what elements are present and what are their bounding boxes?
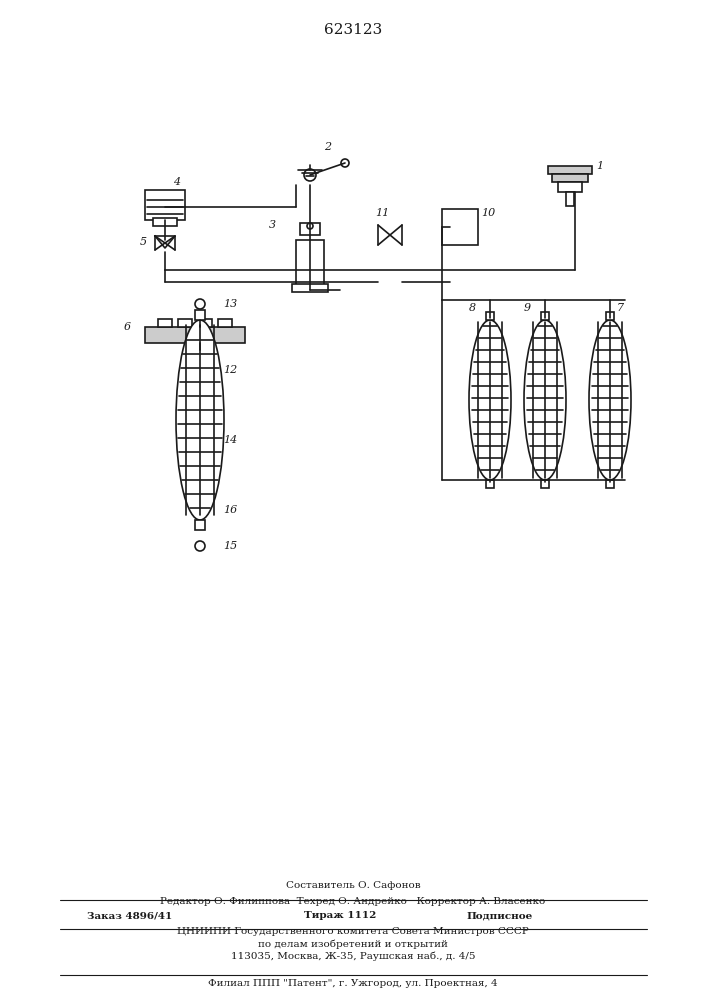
Circle shape [195, 541, 205, 551]
Text: 7: 7 [617, 303, 624, 313]
Bar [198, 319, 212, 327]
Text: 2: 2 [325, 142, 332, 152]
Bar [178, 319, 192, 327]
Text: Филиал ППП "Патент", г. Ужгород, ул. Проектная, 4: Филиал ППП "Патент", г. Ужгород, ул. Про… [208, 980, 498, 988]
Text: 9: 9 [523, 303, 530, 313]
Bar [145, 327, 245, 343]
Text: 6: 6 [124, 322, 131, 332]
Bar [158, 319, 172, 327]
Text: 4: 4 [173, 177, 180, 187]
Bar [541, 312, 549, 320]
Text: Подписное: Подписное [467, 912, 533, 920]
Text: 3: 3 [269, 220, 276, 230]
Ellipse shape [589, 320, 631, 480]
Bar [486, 312, 494, 320]
Circle shape [307, 223, 313, 229]
Text: 1: 1 [597, 161, 604, 171]
Bar [218, 319, 232, 327]
Text: Тираж 1112: Тираж 1112 [304, 912, 376, 920]
Text: 13: 13 [223, 299, 237, 309]
Bar [300, 223, 320, 235]
Bar [552, 174, 588, 182]
Bar [558, 182, 582, 192]
Bar [548, 166, 592, 174]
Text: 623123: 623123 [324, 23, 382, 37]
Text: 5: 5 [139, 237, 146, 247]
Bar [296, 240, 324, 290]
Bar [153, 218, 177, 226]
Text: по делам изобретений и открытий: по делам изобретений и открытий [258, 939, 448, 949]
Ellipse shape [469, 320, 511, 480]
Bar [486, 480, 494, 488]
Ellipse shape [176, 320, 224, 520]
Text: 12: 12 [223, 365, 237, 375]
Text: 11: 11 [375, 208, 389, 218]
Text: ЦНИИПИ Государственного комитета Совета Министров СССР: ЦНИИПИ Государственного комитета Совета … [177, 928, 529, 936]
Ellipse shape [524, 320, 566, 480]
Bar [195, 520, 205, 530]
Circle shape [195, 299, 205, 309]
Text: 8: 8 [469, 303, 476, 313]
Text: 16: 16 [223, 505, 237, 515]
Circle shape [304, 169, 316, 181]
Bar [145, 190, 185, 220]
Bar [292, 284, 328, 292]
Text: Редактор О. Филиппова  Техред О. Андрейко   Корректор А. Власенко: Редактор О. Филиппова Техред О. Андрейко… [160, 898, 546, 906]
Bar [566, 192, 574, 206]
Bar [541, 480, 549, 488]
Text: 15: 15 [223, 541, 237, 551]
Text: Составитель О. Сафонов: Составитель О. Сафонов [286, 880, 421, 890]
Bar [195, 310, 205, 320]
Circle shape [341, 159, 349, 167]
Bar [606, 312, 614, 320]
Text: 14: 14 [223, 435, 237, 445]
Bar [606, 480, 614, 488]
Text: Заказ 4896/41: Заказ 4896/41 [88, 912, 173, 920]
Text: 10: 10 [481, 208, 495, 218]
Bar [442, 209, 478, 245]
Text: 113035, Москва, Ж-35, Раушская наб., д. 4/5: 113035, Москва, Ж-35, Раушская наб., д. … [230, 951, 475, 961]
